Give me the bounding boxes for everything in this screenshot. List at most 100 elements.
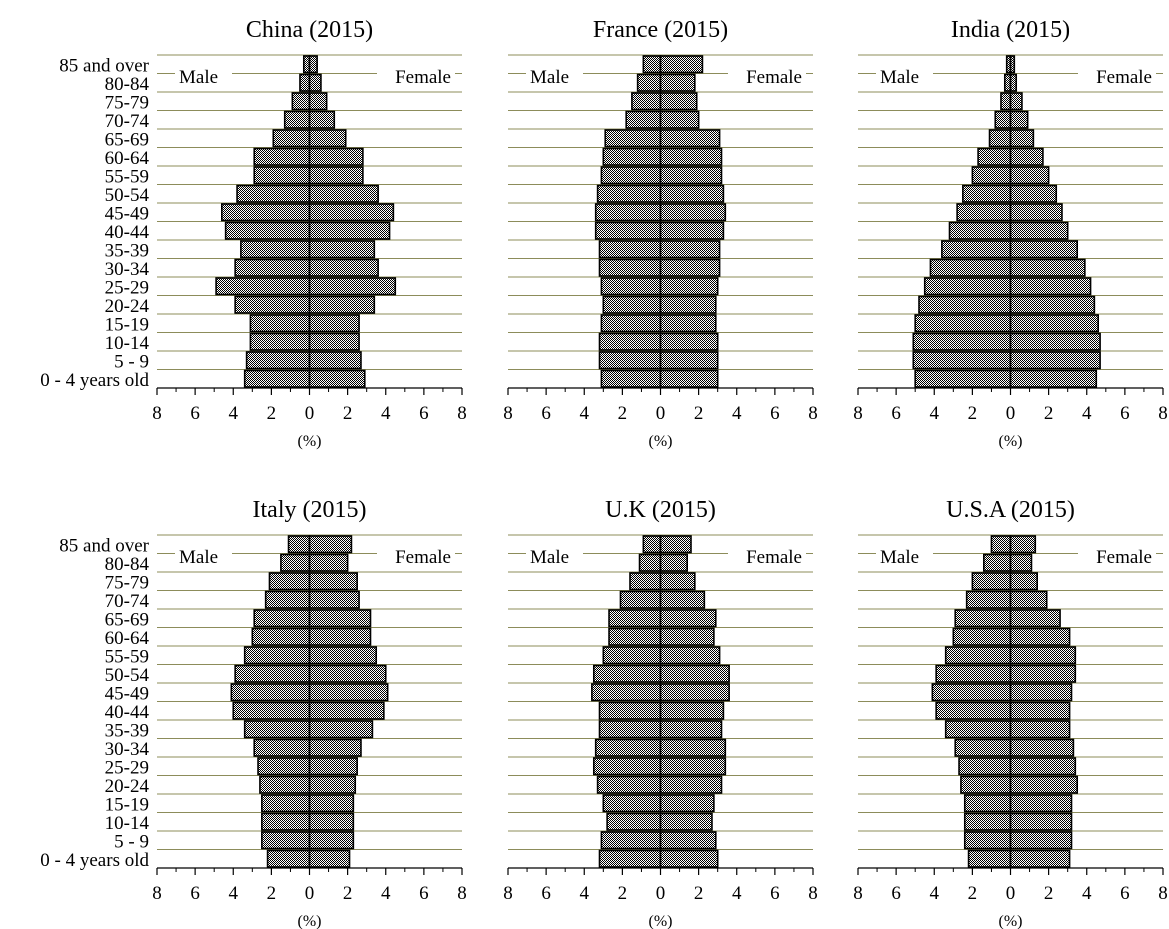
bar-female bbox=[659, 720, 723, 739]
chart-panel-0: China (2015) Male Female 8 6 4 2 0 2 4 6 8 (%) 0 - 4 … bbox=[40, 17, 466, 450]
bar-male bbox=[1003, 73, 1012, 92]
bar-male bbox=[272, 129, 311, 148]
bar-female bbox=[308, 572, 358, 591]
chart-title: India (2015) bbox=[951, 17, 1070, 43]
bar-male bbox=[941, 240, 1012, 259]
age-group-label: 0 - 4 years old bbox=[40, 850, 149, 871]
bar-male bbox=[929, 258, 1012, 277]
x-tick-label: 2 bbox=[968, 883, 978, 904]
chart-panel-2: India (2015) Male Female 8 6 4 2 0 2 4 6 8 (%) bbox=[853, 17, 1168, 450]
bar-female bbox=[308, 129, 347, 148]
bar-female bbox=[1009, 295, 1096, 314]
bar-female bbox=[659, 258, 721, 277]
bar-female bbox=[1009, 147, 1044, 166]
male-label-bg bbox=[175, 547, 232, 570]
x-tick-label: 0 bbox=[305, 403, 315, 424]
bar-male bbox=[266, 849, 311, 868]
bar-male bbox=[287, 535, 311, 554]
bar-male bbox=[594, 203, 662, 222]
x-tick-label: 6 bbox=[419, 403, 429, 424]
bar-female bbox=[1009, 720, 1071, 739]
female-label: Female bbox=[395, 67, 451, 88]
bar-male bbox=[598, 720, 662, 739]
x-tick-label: 8 bbox=[808, 403, 818, 424]
bar-male bbox=[642, 535, 662, 554]
bar-female bbox=[659, 332, 719, 351]
age-group-label: 40-44 bbox=[105, 222, 150, 243]
bar-male bbox=[1000, 92, 1012, 111]
age-group-label: 75-79 bbox=[105, 572, 149, 593]
bar-male bbox=[245, 351, 311, 370]
bar-female bbox=[1009, 129, 1035, 148]
x-tick-label: 2 bbox=[267, 403, 277, 424]
age-group-label: 80-84 bbox=[105, 74, 150, 95]
x-tick-label: 8 bbox=[808, 883, 818, 904]
bar-male bbox=[299, 73, 311, 92]
bar-male bbox=[259, 775, 311, 794]
female-label: Female bbox=[746, 67, 802, 88]
bar-male bbox=[988, 129, 1012, 148]
bar-male bbox=[234, 295, 311, 314]
bar-male bbox=[631, 92, 662, 111]
bar-female bbox=[659, 240, 721, 259]
x-tick-label: 6 bbox=[541, 883, 551, 904]
bar-male bbox=[600, 277, 662, 296]
age-group-label: 30-34 bbox=[105, 259, 150, 280]
bar-female bbox=[659, 110, 700, 129]
x-tick-label: 4 bbox=[229, 403, 239, 424]
bar-male bbox=[261, 812, 311, 831]
age-group-label: 65-69 bbox=[105, 129, 149, 150]
x-tick-label: 6 bbox=[190, 403, 200, 424]
x-tick-label: 6 bbox=[891, 403, 901, 424]
chart-panel-1: France (2015) Male Female 8 6 4 2 0 2 4 6 8 (%) bbox=[503, 17, 818, 450]
bar-female bbox=[308, 55, 318, 74]
bar-female bbox=[659, 572, 696, 591]
x-tick-label: 8 bbox=[152, 403, 162, 424]
x-tick-label: 6 bbox=[770, 403, 780, 424]
x-tick-label: 0 bbox=[656, 883, 666, 904]
age-group-label: 0 - 4 years old bbox=[40, 370, 149, 391]
x-tick-label: 0 bbox=[1006, 403, 1016, 424]
x-tick-label: 8 bbox=[503, 883, 513, 904]
x-axis-label: (%) bbox=[298, 433, 322, 450]
bar-male bbox=[283, 110, 311, 129]
bar-female bbox=[308, 73, 322, 92]
bar-female bbox=[308, 683, 389, 702]
bar-male bbox=[977, 147, 1012, 166]
bar-male bbox=[261, 794, 311, 813]
bar-female bbox=[659, 369, 719, 388]
bar-female bbox=[659, 812, 713, 831]
bar-female bbox=[1009, 757, 1077, 776]
bar-male bbox=[608, 627, 662, 646]
bar-female bbox=[1009, 609, 1061, 628]
bar-female bbox=[1009, 535, 1037, 554]
male-label-bg bbox=[876, 547, 933, 570]
age-group-label: 60-64 bbox=[105, 628, 150, 649]
bar-male bbox=[935, 701, 1012, 720]
bar-male bbox=[606, 812, 662, 831]
bar-female bbox=[1009, 314, 1099, 333]
bar-male bbox=[234, 664, 311, 683]
x-tick-label: 4 bbox=[930, 403, 940, 424]
x-tick-label: 6 bbox=[541, 403, 551, 424]
bar-male bbox=[253, 609, 311, 628]
age-group-label: 50-54 bbox=[105, 185, 150, 206]
bar-male bbox=[912, 332, 1012, 351]
bar-female bbox=[659, 609, 717, 628]
bar-female bbox=[659, 683, 730, 702]
bar-male bbox=[954, 609, 1012, 628]
x-tick-label: 2 bbox=[1044, 403, 1054, 424]
bar-female bbox=[1009, 369, 1098, 388]
bar-male bbox=[598, 701, 662, 720]
bar-female bbox=[659, 55, 704, 74]
bar-female bbox=[308, 351, 362, 370]
bar-male bbox=[596, 184, 662, 203]
age-group-label: 55-59 bbox=[105, 646, 149, 667]
bar-male bbox=[243, 720, 311, 739]
bar-female bbox=[308, 166, 364, 185]
bar-female bbox=[659, 203, 727, 222]
bar-male bbox=[596, 775, 662, 794]
bar-female bbox=[1009, 794, 1073, 813]
x-axis-label: (%) bbox=[649, 433, 673, 450]
bar-male bbox=[608, 609, 662, 628]
